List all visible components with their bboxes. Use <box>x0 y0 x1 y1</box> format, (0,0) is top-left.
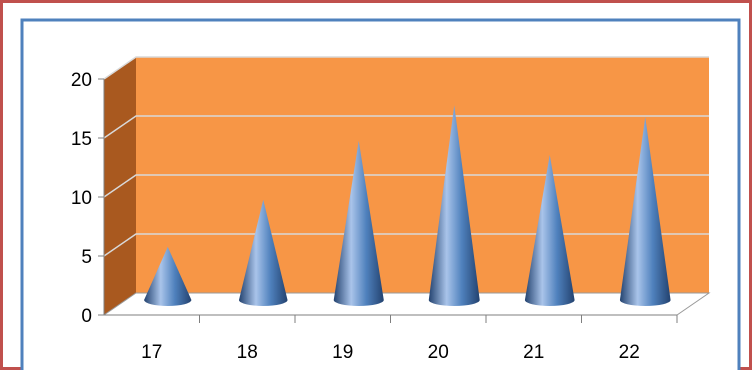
y-tick-label: 15 <box>71 129 92 150</box>
y-tick-label: 0 <box>81 306 92 327</box>
x-tick-label: 17 <box>141 342 162 363</box>
x-tick-label: 19 <box>332 342 353 363</box>
cone-22 <box>619 117 671 306</box>
x-axis: 17 18 19 20 21 22 <box>141 315 678 363</box>
gridlines <box>103 56 709 257</box>
y-tick-label: 5 <box>81 247 92 268</box>
gridline-5 <box>103 233 709 257</box>
x-tick-label: 20 <box>428 342 449 363</box>
cone-series <box>144 105 671 306</box>
cone-20 <box>428 105 480 306</box>
y-tick-label: 10 <box>71 188 92 209</box>
x-tick-label: 21 <box>523 342 544 363</box>
gridline-20 <box>103 56 709 80</box>
gridline-15 <box>103 115 709 139</box>
cone-19 <box>333 140 384 306</box>
plot-floor <box>102 292 711 316</box>
y-tick-label: 20 <box>71 70 92 91</box>
cone-21 <box>524 154 575 306</box>
y-axis: 0 5 10 15 20 <box>71 70 104 327</box>
cone-18 <box>238 199 288 306</box>
x-tick-label: 18 <box>237 342 258 363</box>
cone-17 <box>144 246 192 306</box>
x-tick-label: 22 <box>619 342 640 363</box>
gridline-10 <box>103 174 709 198</box>
